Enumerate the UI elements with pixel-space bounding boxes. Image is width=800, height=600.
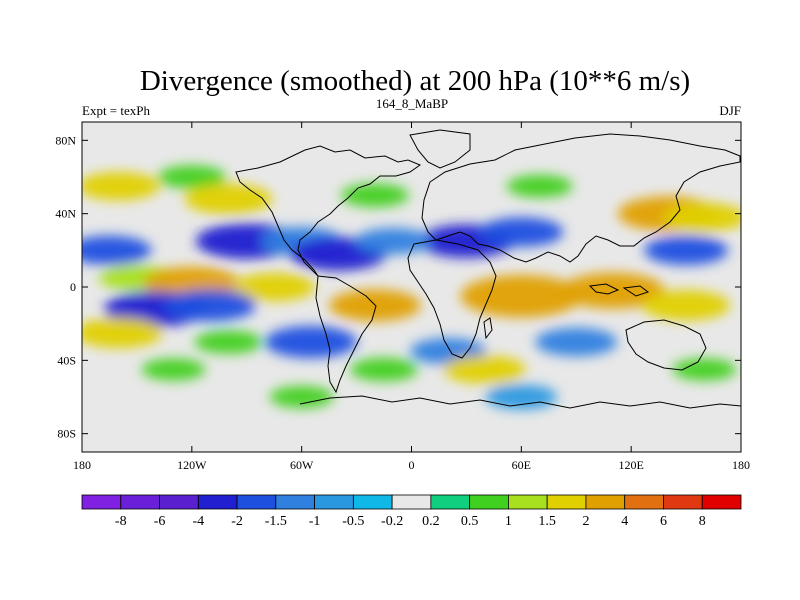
colorbar-label-14: 6 (660, 514, 667, 529)
colorbar-swatch-2 (159, 494, 199, 510)
colorbar: -8 -6 -4 -2 -1.5 -1 -0.5 -0.2 0.2 0.5 1 1.5 2 4 6 8 (81, 494, 742, 529)
colorbar-label-6: -0.5 (342, 514, 364, 529)
field-blob-30 (672, 358, 737, 381)
field-blob-11 (644, 235, 729, 265)
colorbar-swatch-10 (469, 494, 509, 510)
colorbar-swatch-15 (663, 494, 703, 510)
colorbar-label-13: 4 (621, 514, 628, 529)
colorbar-label-12: 2 (582, 514, 589, 529)
colorbar-label-11: 1.5 (538, 514, 556, 529)
colorbar-swatch-12 (546, 494, 587, 510)
coastline-eurasia (421, 133, 741, 263)
colorbar-swatch-7 (352, 494, 393, 510)
field-blob-1 (157, 165, 226, 189)
experiment-subtitle: 164_8_MaBP (376, 96, 448, 111)
field-blob-22 (642, 290, 731, 321)
field-blob-17 (355, 227, 432, 255)
colorbar-label-4: -1.5 (265, 514, 287, 529)
colorbar-swatch-3 (197, 494, 238, 510)
y-tick-label-2: 0 (70, 280, 76, 294)
field-blob-24 (82, 317, 163, 349)
field-blob-21 (560, 272, 665, 309)
coastline-australia (625, 319, 707, 371)
coastline-antarctica (299, 395, 741, 409)
continent-outlines (235, 129, 741, 409)
field-blob-4 (506, 174, 573, 198)
field-layer (82, 165, 741, 410)
colorbar-label-1: -6 (154, 514, 166, 529)
field-blob-15 (233, 272, 316, 302)
colorbar-swatch-16 (701, 494, 742, 510)
colorbar-swatch-9 (430, 494, 471, 510)
y-tick-label-1: 40N (55, 207, 76, 221)
coastline-north-america (235, 145, 422, 277)
field-blob-group (82, 165, 741, 410)
colorbar-label-8: 0.2 (422, 514, 440, 529)
colorbar-label-0: -8 (115, 514, 127, 529)
experiment-label: Expt = texPh (82, 103, 150, 118)
field-blob-3 (340, 183, 409, 208)
field-blob-26 (535, 327, 618, 357)
field-blob-33 (485, 384, 558, 410)
colorbar-swatch-13 (585, 494, 626, 510)
y-tick-label-4: 80S (57, 427, 76, 441)
field-blob-32 (443, 355, 526, 384)
x-tick-label-4: 60E (512, 458, 531, 472)
colorbar-swatch-14 (624, 494, 664, 510)
field-blob-25 (194, 330, 263, 354)
x-tick-label-0: 180 (73, 458, 91, 472)
colorbar-label-7: -0.2 (381, 514, 403, 529)
colorbar-label-9: 0.5 (461, 514, 479, 529)
axis-ticks: 180 120W 60W 0 60E 120E 180 80N 40N 0 40S 80S (55, 122, 750, 472)
coastline-greenland (409, 129, 471, 169)
colorbar-swatch-5 (275, 494, 315, 510)
coastline-madagascar (483, 317, 493, 340)
y-tick-label-0: 80N (55, 133, 76, 147)
field-blob-6 (662, 202, 741, 232)
x-tick-label-2: 60W (290, 458, 314, 472)
field-blob-34 (269, 385, 334, 409)
field-blob-29 (350, 357, 419, 382)
field-blob-0 (82, 171, 160, 201)
colorbar-swatch-4 (236, 494, 277, 510)
colorbar-swatch-11 (508, 494, 548, 510)
colorbar-label-15: 8 (699, 514, 706, 529)
colorbar-label-3: -2 (231, 514, 243, 529)
x-tick-label-1: 120W (177, 458, 207, 472)
colorbar-label-5: -1 (309, 514, 321, 529)
field-blob-28 (264, 326, 357, 358)
field-blob-20 (460, 274, 583, 318)
field-blob-19 (164, 289, 257, 322)
coastline-indonesia (588, 283, 650, 297)
colorbar-swatch-8 (391, 494, 432, 510)
coastline-south-america (315, 275, 377, 394)
x-tick-label-6: 180 (732, 458, 750, 472)
field-blob-10 (479, 217, 564, 247)
colorbar-swatch-6 (314, 494, 354, 510)
plot-area: 180 120W 60W 0 60E 120E 180 80N 40N 0 40S 80S (55, 121, 750, 472)
y-tick-label-3: 40S (57, 353, 76, 367)
field-blob-12 (82, 235, 152, 265)
colorbar-label-2: -4 (192, 514, 204, 529)
colorbar-swatch-0 (81, 494, 122, 510)
colorbar-label-10: 1 (505, 514, 512, 529)
field-blob-2 (184, 183, 273, 215)
field-blob-31 (141, 358, 206, 381)
coastline-africa (407, 239, 497, 359)
x-tick-label-3: 0 (409, 458, 415, 472)
chart-title: Divergence (smoothed) at 200 hPa (10**6 … (140, 65, 690, 97)
season-label: DJF (719, 103, 741, 118)
x-tick-label-5: 120E (618, 458, 643, 472)
colorbar-swatch-1 (120, 494, 160, 510)
